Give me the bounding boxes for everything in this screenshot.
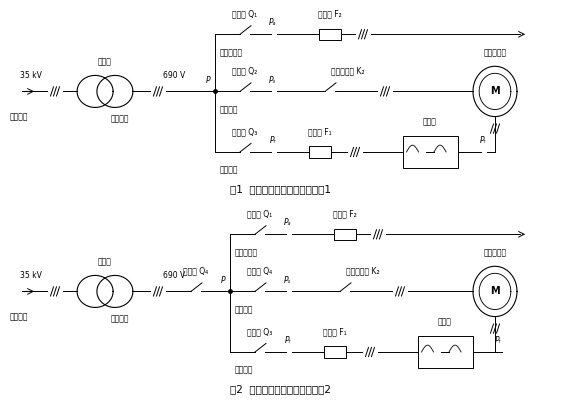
- Text: 断路器 Q₃: 断路器 Q₃: [247, 327, 272, 336]
- Text: 变压器: 变压器: [98, 257, 112, 266]
- Text: 断路器 Q₄: 断路器 Q₄: [184, 266, 208, 276]
- Bar: [309, 146, 331, 158]
- Text: 断路器 Q₁: 断路器 Q₁: [247, 209, 272, 218]
- Text: 熔断器 F₁: 熔断器 F₁: [323, 327, 347, 336]
- Text: Pₐ: Pₐ: [269, 18, 277, 28]
- Text: M: M: [490, 86, 500, 96]
- Text: 熔断器 F₂: 熔断器 F₂: [318, 9, 342, 18]
- Text: 定子回路: 定子回路: [220, 105, 239, 114]
- Text: 自用电回路: 自用电回路: [235, 248, 258, 257]
- Text: Pᵣ: Pᵣ: [270, 136, 276, 145]
- Bar: [324, 346, 346, 358]
- Text: 并网接触器 K₂: 并网接触器 K₂: [346, 266, 380, 276]
- Text: 35 kV: 35 kV: [20, 71, 42, 80]
- Text: Pₛ: Pₛ: [284, 276, 292, 284]
- Text: 熔断器 F₂: 熔断器 F₂: [333, 209, 357, 218]
- Bar: [319, 28, 341, 40]
- Text: M: M: [490, 286, 500, 296]
- Text: 至变电站: 至变电站: [10, 112, 29, 121]
- Text: Pₐ: Pₐ: [284, 218, 292, 228]
- Text: 断路器 Q₃: 断路器 Q₃: [233, 127, 258, 136]
- Text: 双馈发电机: 双馈发电机: [484, 48, 507, 57]
- Text: 图2  双馈风电机组主回路简化图2: 图2 双馈风电机组主回路简化图2: [230, 384, 332, 394]
- Text: 双馈发电机: 双馈发电机: [484, 248, 507, 257]
- Text: 690 V: 690 V: [163, 71, 185, 80]
- Text: 转子回路: 转子回路: [235, 366, 253, 375]
- Text: 发电回路: 发电回路: [111, 314, 129, 323]
- Text: 发电回路: 发电回路: [111, 114, 129, 123]
- Text: 逆变器: 逆变器: [423, 118, 437, 127]
- Text: P: P: [205, 76, 210, 84]
- Text: 转子回路: 转子回路: [220, 166, 239, 175]
- Bar: [418, 336, 472, 368]
- Text: Pₛ: Pₛ: [269, 76, 277, 84]
- Text: 变压器: 变压器: [98, 57, 112, 66]
- Text: 并网接触器 K₂: 并网接触器 K₂: [331, 66, 365, 76]
- Text: 至变电站: 至变电站: [10, 312, 29, 321]
- Text: Pᵣ: Pᵣ: [480, 136, 486, 145]
- Text: P: P: [220, 276, 225, 284]
- Text: 断路器 Q₁: 断路器 Q₁: [233, 9, 257, 18]
- Text: 熔断器 F₁: 熔断器 F₁: [308, 127, 332, 136]
- Text: 定子回路: 定子回路: [235, 305, 253, 314]
- Text: 断路器 Q₂: 断路器 Q₂: [233, 66, 258, 76]
- Text: Pᵣ: Pᵣ: [495, 336, 501, 345]
- Text: Pᵣ: Pᵣ: [285, 336, 291, 345]
- Text: 690 V: 690 V: [163, 271, 185, 280]
- Bar: [334, 228, 356, 240]
- Text: 逆变器: 逆变器: [438, 318, 452, 327]
- Text: 35 kV: 35 kV: [20, 271, 42, 280]
- Text: 图1  双馈风电机组主回路简化图1: 图1 双馈风电机组主回路简化图1: [230, 184, 332, 194]
- Text: 断路器 Q₄: 断路器 Q₄: [247, 266, 272, 276]
- Text: 自用电回路: 自用电回路: [220, 48, 243, 57]
- Bar: [403, 136, 458, 168]
